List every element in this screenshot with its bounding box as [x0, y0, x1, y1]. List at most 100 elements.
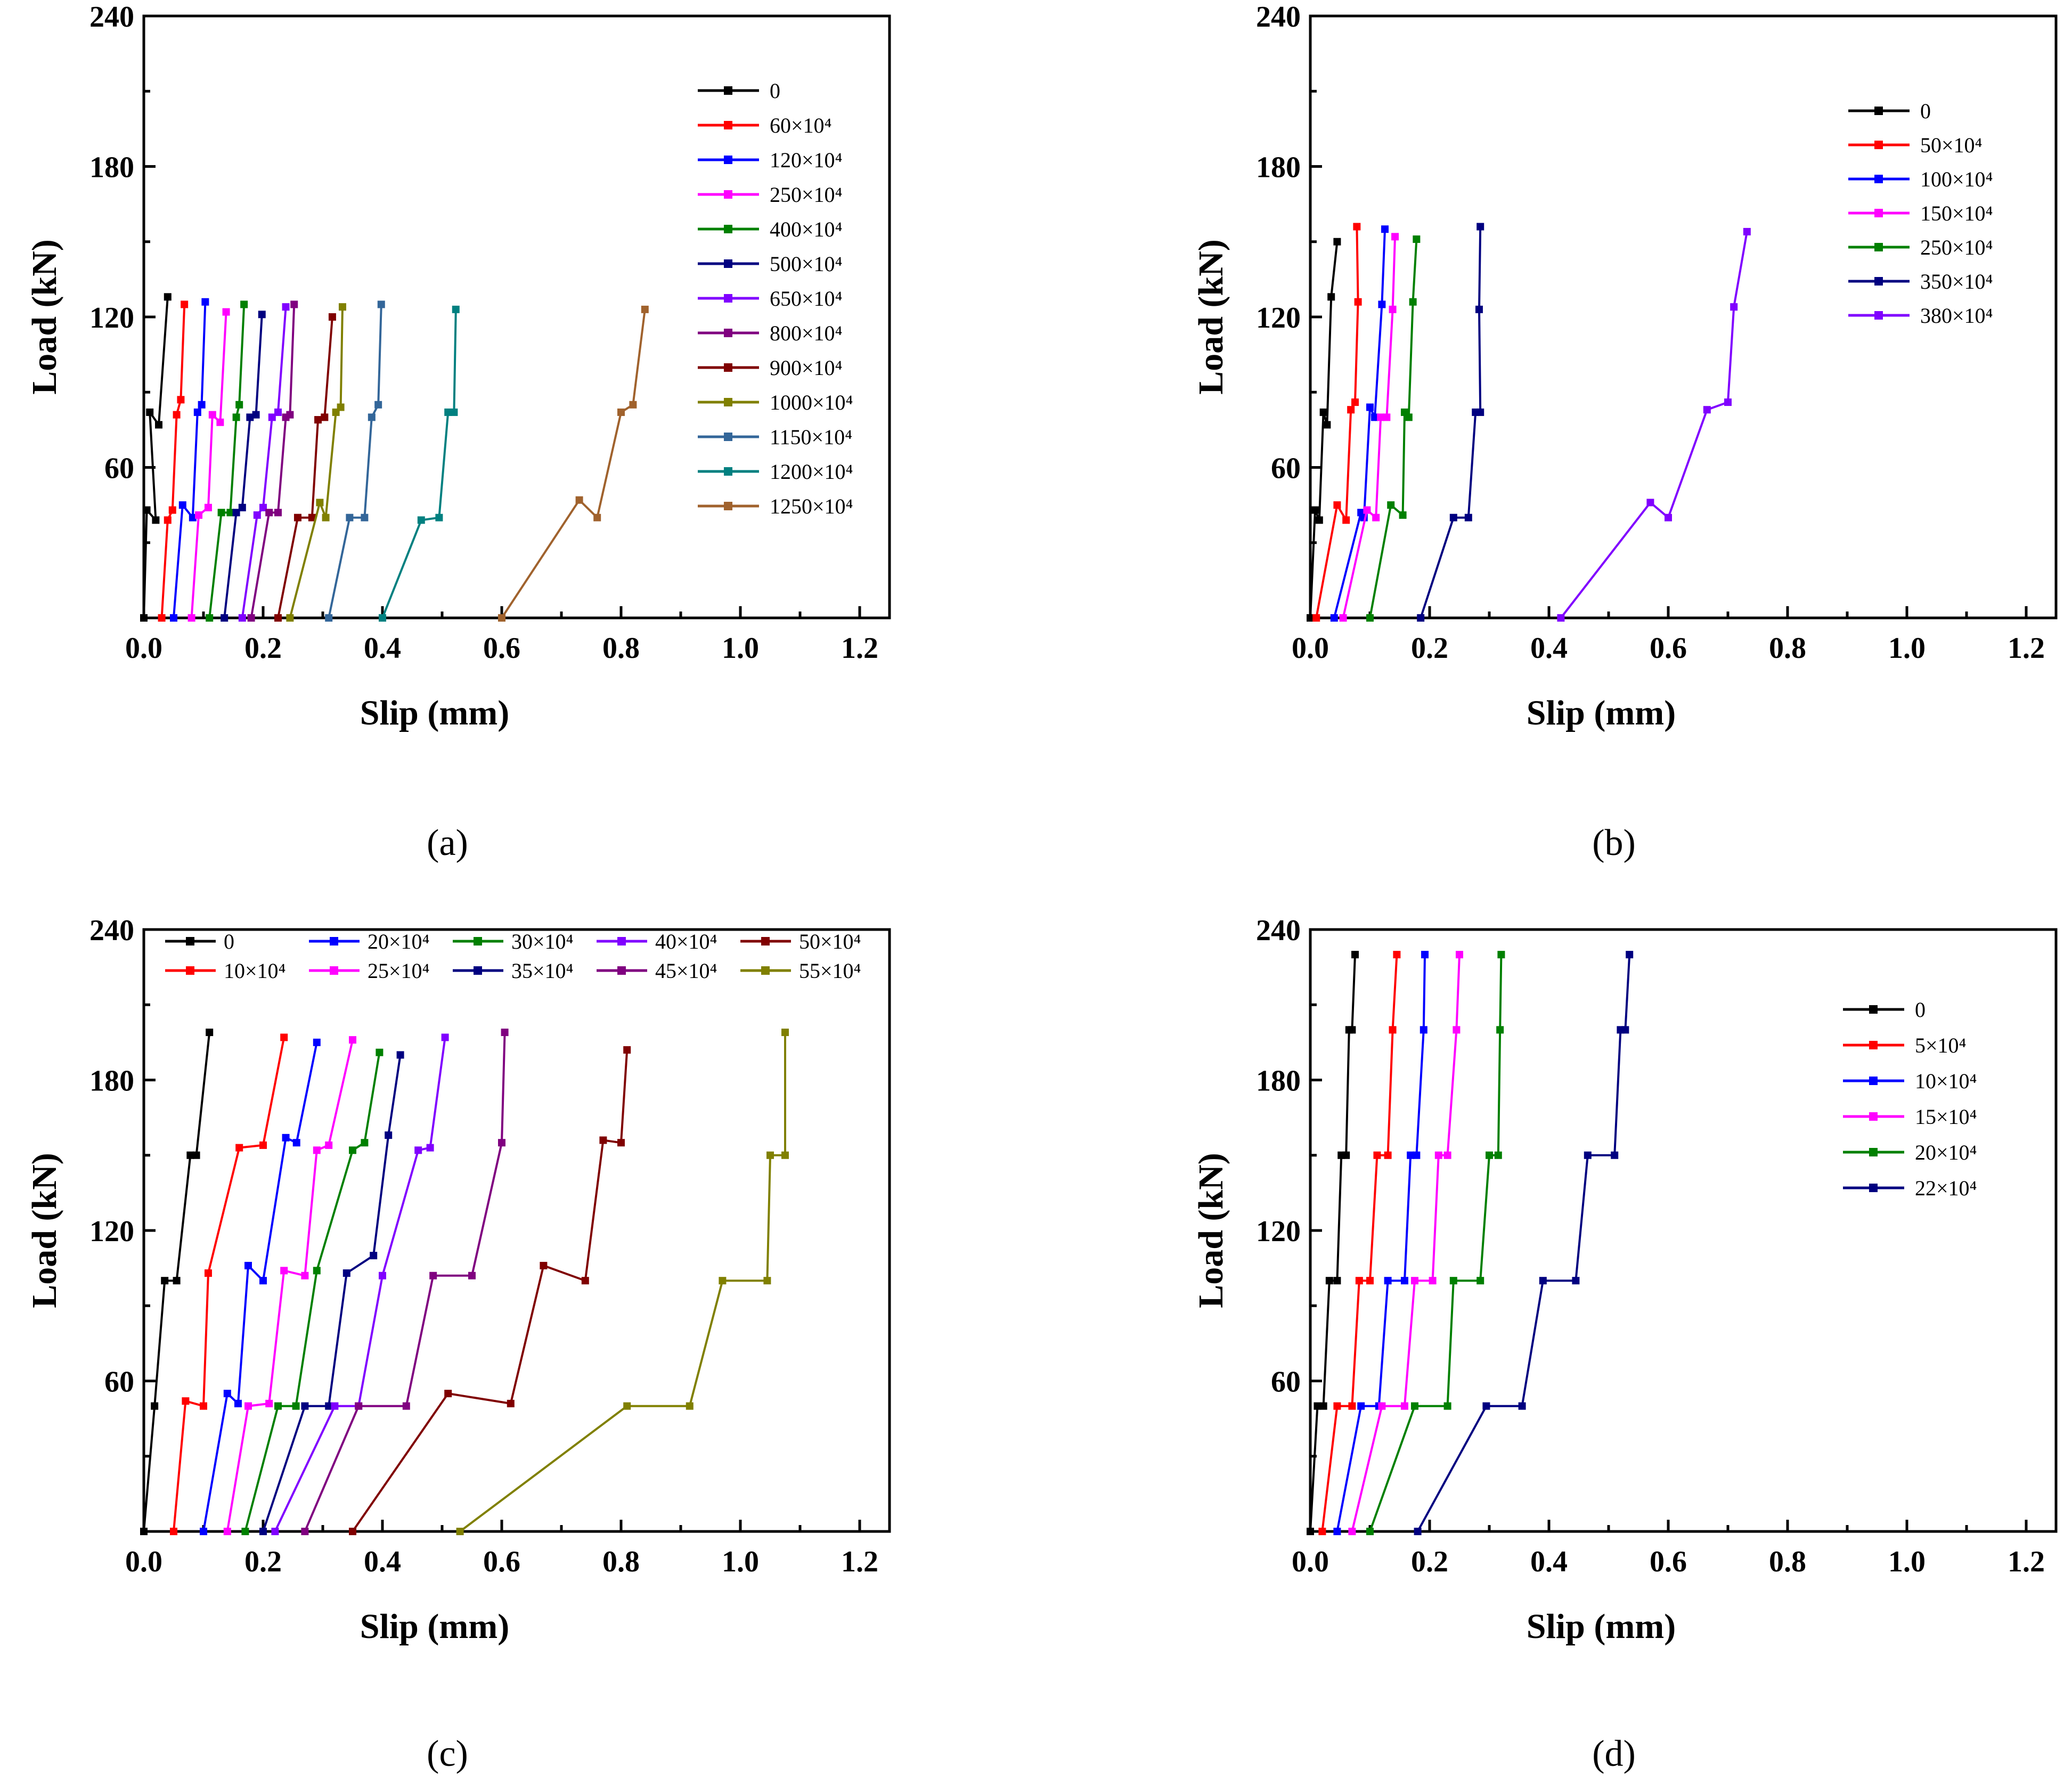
series-5 [1417, 223, 1484, 622]
data-point [187, 614, 195, 622]
y-tick-label: 180 [89, 1065, 134, 1098]
legend-marker [761, 966, 770, 975]
series-10 [325, 300, 385, 622]
data-point [1348, 1528, 1356, 1535]
legend-label: 900×10⁴ [770, 356, 843, 380]
data-point [253, 511, 261, 519]
data-point [355, 1402, 363, 1410]
data-point [322, 514, 330, 521]
panel-caption: (a) [427, 822, 468, 863]
y-tick-label: 120 [89, 1215, 134, 1248]
legend-label: 10×10⁴ [224, 959, 286, 983]
series-line [1333, 229, 1386, 618]
data-point [719, 1277, 727, 1285]
data-point [452, 305, 460, 313]
data-point [1456, 951, 1463, 959]
data-point [252, 411, 260, 419]
plot-frame [142, 928, 891, 1533]
x-tick-label: 0.6 [483, 1545, 520, 1578]
data-point [1384, 1151, 1392, 1159]
data-point [232, 413, 240, 421]
data-point [435, 514, 443, 521]
data-point [444, 408, 452, 416]
data-point [234, 1399, 242, 1407]
data-point [368, 413, 376, 421]
legend-marker [474, 937, 482, 946]
data-point [186, 1151, 194, 1159]
series-4 [241, 1048, 384, 1535]
data-point [1449, 1277, 1457, 1285]
legend-marker [186, 966, 194, 975]
data-point [1417, 614, 1425, 622]
data-point [1411, 1277, 1418, 1285]
legend-marker [1869, 1148, 1878, 1156]
data-point [286, 614, 294, 622]
data-point [349, 1146, 356, 1154]
data-point [192, 1151, 200, 1159]
data-point [235, 401, 243, 409]
data-point [170, 614, 177, 622]
data-point [1366, 1528, 1374, 1535]
series-line [501, 309, 646, 619]
legend-marker [1874, 243, 1883, 251]
data-point [1476, 408, 1484, 416]
series-0 [140, 1029, 214, 1535]
data-point [1518, 1402, 1526, 1410]
data-point [1434, 1151, 1442, 1159]
data-point [1497, 951, 1505, 959]
data-point [308, 514, 316, 521]
data-point [1476, 223, 1484, 231]
data-point [204, 503, 212, 511]
data-point [316, 499, 324, 507]
data-point [1572, 1277, 1580, 1285]
x-tick-label: 0.0 [125, 1545, 162, 1578]
data-point [498, 1139, 505, 1147]
data-point [189, 514, 197, 521]
data-point [1557, 614, 1565, 622]
x-tick-label: 0.2 [244, 1545, 282, 1578]
series-line [190, 312, 227, 618]
data-point [599, 1136, 607, 1144]
legend-marker [330, 966, 338, 975]
series-line [289, 307, 344, 618]
data-point [1665, 514, 1672, 521]
data-point [1327, 293, 1335, 301]
data-point [342, 1269, 350, 1277]
data-point [1333, 1528, 1341, 1535]
data-point [1314, 1402, 1321, 1410]
panel-d: 0.0 0.2 0.4 0.6 0.8 1.0 1.2 60 120 180 240 Slip (mm… [1192, 914, 2058, 1774]
data-point [290, 300, 298, 308]
data-point [1496, 1026, 1504, 1034]
series-9 [286, 303, 346, 622]
data-point [282, 1134, 290, 1142]
data-point [498, 614, 505, 622]
legend: 0 50×10⁴ 100×10⁴ 150×10⁴ 250×10⁴ 350×10⁴ 380×1… [1848, 99, 1993, 328]
data-point [217, 509, 225, 517]
data-point [274, 408, 282, 416]
x-tick-label: 1.2 [841, 632, 878, 665]
x-tick-label: 1.2 [2008, 1545, 2045, 1578]
x-axis-title: Slip (mm) [360, 694, 510, 732]
data-point [686, 1402, 694, 1410]
data-point [1333, 501, 1341, 509]
series-2 [170, 298, 209, 622]
data-point [238, 503, 246, 511]
data-point [1333, 1402, 1341, 1410]
data-point [468, 1271, 476, 1279]
legend-marker [1869, 1005, 1878, 1014]
data-point [321, 413, 329, 421]
legend-marker [724, 86, 732, 95]
data-point [301, 1271, 309, 1279]
series-0 [140, 293, 172, 622]
legend-marker [724, 433, 732, 441]
legend-label: 0 [1915, 998, 1926, 1022]
data-point [182, 1397, 190, 1405]
data-point [198, 401, 206, 409]
data-point [1384, 1277, 1392, 1285]
data-point [1420, 1026, 1427, 1034]
legend-marker [724, 190, 732, 199]
data-point [226, 509, 234, 517]
y-tick-label: 60 [104, 452, 134, 485]
data-point [641, 305, 649, 313]
